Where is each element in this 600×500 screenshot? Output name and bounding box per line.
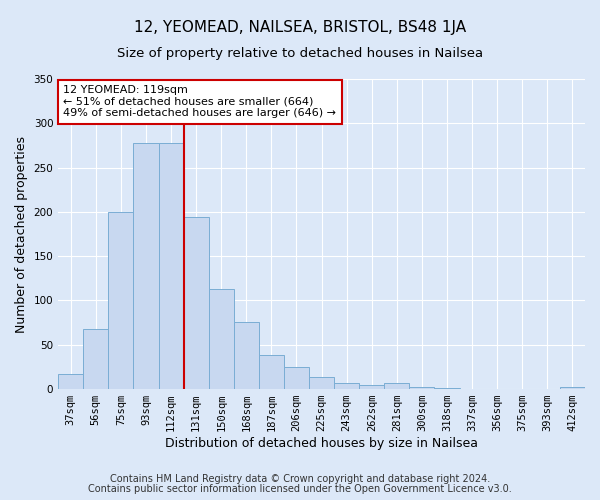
Y-axis label: Number of detached properties: Number of detached properties xyxy=(15,136,28,332)
Bar xyxy=(83,329,109,389)
X-axis label: Distribution of detached houses by size in Nailsea: Distribution of detached houses by size … xyxy=(165,437,478,450)
Bar xyxy=(259,354,284,389)
Bar xyxy=(209,289,234,389)
Text: Contains HM Land Registry data © Crown copyright and database right 2024.: Contains HM Land Registry data © Crown c… xyxy=(110,474,490,484)
Bar xyxy=(334,383,359,389)
Bar xyxy=(284,367,309,389)
Text: Size of property relative to detached houses in Nailsea: Size of property relative to detached ho… xyxy=(117,48,483,60)
Bar xyxy=(434,388,460,389)
Bar xyxy=(184,217,209,389)
Bar xyxy=(560,388,585,389)
Bar xyxy=(359,384,385,389)
Bar xyxy=(109,212,133,389)
Bar xyxy=(409,388,434,389)
Bar xyxy=(234,322,259,389)
Bar xyxy=(158,143,184,389)
Text: 12, YEOMEAD, NAILSEA, BRISTOL, BS48 1JA: 12, YEOMEAD, NAILSEA, BRISTOL, BS48 1JA xyxy=(134,20,466,35)
Bar xyxy=(385,383,409,389)
Bar xyxy=(133,143,158,389)
Bar xyxy=(58,374,83,389)
Bar xyxy=(309,376,334,389)
Text: Contains public sector information licensed under the Open Government Licence v3: Contains public sector information licen… xyxy=(88,484,512,494)
Text: 12 YEOMEAD: 119sqm
← 51% of detached houses are smaller (664)
49% of semi-detach: 12 YEOMEAD: 119sqm ← 51% of detached hou… xyxy=(64,85,337,118)
